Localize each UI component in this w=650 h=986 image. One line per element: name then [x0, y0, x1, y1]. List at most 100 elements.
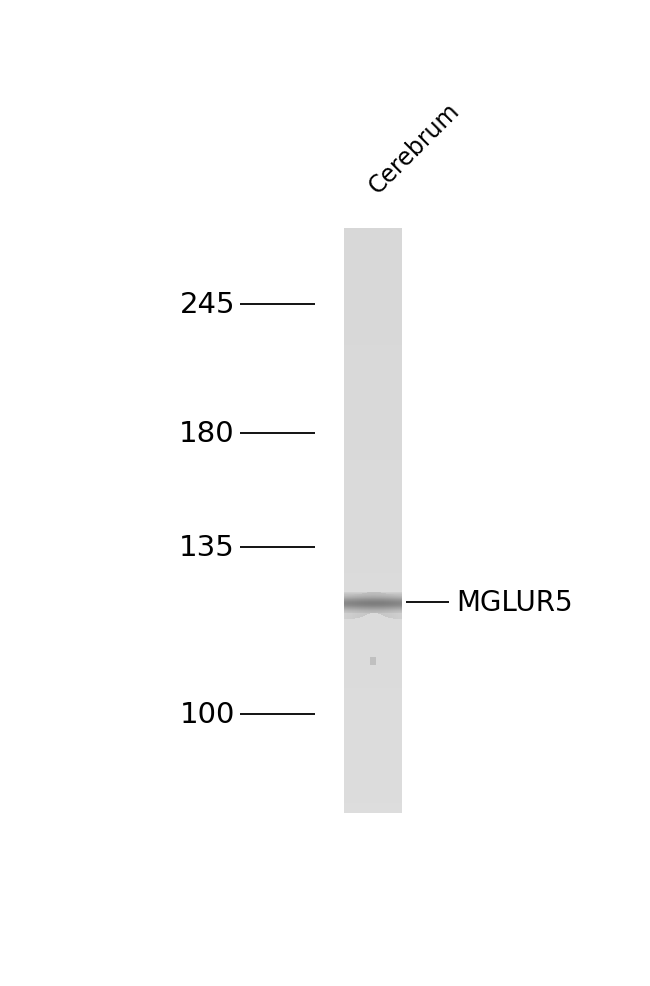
- Bar: [344, 566, 402, 568]
- Bar: [344, 792, 402, 794]
- Bar: [344, 583, 402, 585]
- Bar: [344, 752, 402, 754]
- Bar: [344, 659, 402, 661]
- Bar: [344, 359, 402, 361]
- Bar: [344, 754, 402, 756]
- Bar: [344, 495, 402, 497]
- Bar: [344, 400, 402, 402]
- Bar: [344, 562, 402, 564]
- Bar: [351, 595, 352, 619]
- Bar: [344, 379, 402, 381]
- Bar: [344, 257, 402, 259]
- Bar: [344, 684, 402, 686]
- Bar: [344, 345, 402, 347]
- Bar: [344, 369, 402, 371]
- Bar: [344, 624, 402, 626]
- Bar: [373, 592, 374, 613]
- Bar: [392, 595, 393, 619]
- Text: 135: 135: [179, 533, 235, 561]
- Bar: [344, 581, 402, 583]
- Bar: [344, 233, 402, 235]
- Bar: [345, 596, 346, 619]
- Bar: [344, 739, 402, 740]
- Bar: [344, 644, 402, 646]
- Bar: [344, 375, 402, 377]
- Bar: [344, 427, 402, 429]
- Bar: [398, 596, 400, 619]
- Bar: [363, 594, 364, 616]
- Bar: [344, 381, 402, 383]
- Bar: [344, 295, 402, 297]
- Bar: [344, 322, 402, 323]
- Bar: [344, 437, 402, 439]
- Bar: [384, 594, 385, 616]
- Bar: [344, 634, 402, 636]
- Bar: [344, 538, 402, 540]
- Bar: [344, 343, 402, 345]
- Bar: [344, 720, 402, 722]
- Bar: [380, 593, 381, 615]
- Bar: [360, 595, 361, 617]
- Bar: [344, 756, 402, 758]
- Bar: [344, 802, 402, 804]
- Bar: [344, 407, 402, 409]
- Bar: [344, 655, 402, 657]
- Bar: [344, 694, 402, 696]
- Bar: [344, 480, 402, 482]
- Bar: [344, 714, 402, 716]
- Bar: [344, 271, 402, 273]
- Bar: [344, 484, 402, 486]
- Bar: [344, 642, 402, 644]
- Bar: [344, 365, 402, 367]
- Bar: [344, 267, 402, 269]
- Bar: [344, 661, 402, 663]
- Bar: [344, 672, 402, 674]
- Bar: [344, 489, 402, 491]
- Bar: [344, 650, 402, 652]
- Bar: [344, 441, 402, 443]
- Bar: [344, 748, 402, 750]
- Bar: [344, 527, 402, 528]
- Bar: [344, 423, 402, 425]
- Bar: [344, 482, 402, 484]
- Bar: [344, 417, 402, 419]
- Bar: [344, 800, 402, 802]
- Bar: [344, 247, 402, 249]
- Bar: [344, 618, 402, 620]
- Bar: [344, 554, 402, 556]
- Bar: [379, 593, 380, 614]
- Bar: [344, 523, 402, 525]
- Bar: [344, 293, 402, 295]
- Bar: [344, 678, 402, 680]
- Bar: [344, 600, 402, 602]
- Bar: [346, 596, 347, 619]
- Bar: [344, 686, 402, 688]
- Bar: [344, 458, 402, 460]
- Bar: [344, 696, 402, 698]
- Bar: [344, 283, 402, 285]
- Bar: [344, 575, 402, 577]
- Bar: [344, 472, 402, 474]
- Bar: [344, 443, 402, 445]
- Bar: [344, 353, 402, 355]
- Bar: [344, 636, 402, 638]
- Bar: [344, 532, 402, 534]
- Bar: [375, 593, 376, 613]
- Bar: [366, 593, 367, 615]
- Bar: [370, 593, 371, 613]
- Bar: [344, 373, 402, 375]
- Bar: [344, 610, 402, 612]
- Bar: [344, 263, 402, 265]
- Bar: [344, 421, 402, 423]
- Bar: [364, 594, 365, 616]
- Bar: [388, 595, 389, 618]
- Bar: [344, 630, 402, 632]
- Bar: [344, 536, 402, 538]
- Bar: [344, 275, 402, 277]
- Bar: [344, 724, 402, 726]
- Bar: [344, 325, 402, 327]
- Bar: [344, 396, 402, 398]
- Bar: [344, 794, 402, 796]
- Bar: [344, 383, 402, 385]
- Bar: [344, 750, 402, 752]
